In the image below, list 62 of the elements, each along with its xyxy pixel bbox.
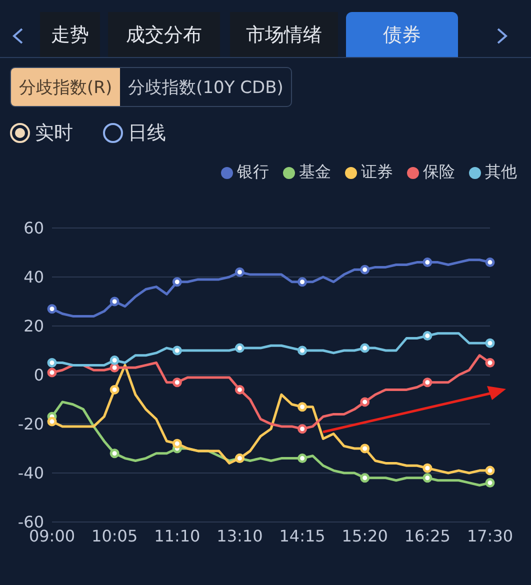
point bbox=[110, 384, 120, 394]
point bbox=[234, 384, 244, 394]
y-tick-label: -20 bbox=[18, 414, 44, 434]
point bbox=[234, 267, 244, 277]
y-tick-label: 0 bbox=[34, 366, 44, 385]
x-tick-label: 17:30 bbox=[466, 526, 514, 546]
point bbox=[360, 473, 370, 483]
point bbox=[360, 444, 370, 454]
text: 分歧指数(R) bbox=[11, 68, 120, 106]
point bbox=[485, 358, 495, 368]
point bbox=[172, 346, 182, 356]
point bbox=[485, 258, 495, 268]
point bbox=[485, 478, 495, 488]
x-tick-label: 13:10 bbox=[216, 526, 263, 546]
legend-label: 保险 bbox=[423, 162, 455, 181]
x-tick-label: 10:05 bbox=[92, 526, 138, 546]
point bbox=[298, 277, 308, 287]
point bbox=[298, 454, 308, 464]
text: 债券 bbox=[346, 12, 458, 57]
legend-label: 银行 bbox=[237, 162, 269, 181]
text: 走势 bbox=[40, 12, 100, 57]
point bbox=[298, 402, 308, 412]
x-tick-label: 14:15 bbox=[279, 526, 326, 546]
point bbox=[172, 438, 182, 448]
legend-label: 其他 bbox=[485, 162, 517, 181]
point bbox=[360, 397, 370, 407]
legend-label: 基金 bbox=[299, 162, 331, 181]
point bbox=[110, 296, 120, 306]
y-tick-label: 40 bbox=[24, 268, 44, 287]
point bbox=[360, 343, 370, 353]
point bbox=[422, 258, 432, 268]
x-tick-label: 16:25 bbox=[404, 526, 450, 546]
point bbox=[47, 304, 57, 314]
point bbox=[422, 331, 432, 341]
point bbox=[172, 277, 182, 287]
x-tick-label: 11:10 bbox=[154, 526, 200, 546]
point bbox=[422, 473, 432, 483]
point bbox=[110, 448, 120, 458]
point bbox=[485, 466, 495, 476]
point bbox=[47, 416, 57, 426]
point bbox=[234, 343, 244, 353]
point bbox=[360, 264, 370, 274]
point bbox=[422, 378, 432, 388]
legend-label: 证券 bbox=[361, 162, 393, 181]
y-tick-label: -40 bbox=[18, 464, 44, 483]
point bbox=[110, 356, 120, 366]
text: 实时 bbox=[35, 121, 73, 146]
text: 日线 bbox=[128, 121, 166, 146]
y-tick-label: 20 bbox=[24, 316, 44, 336]
x-tick-label: 15:20 bbox=[342, 526, 388, 546]
point bbox=[298, 346, 308, 356]
text: 市场情绪 bbox=[230, 12, 338, 57]
point bbox=[110, 362, 120, 372]
text: 成交分布 bbox=[108, 12, 220, 57]
point bbox=[298, 424, 308, 434]
y-tick-label: 60 bbox=[24, 218, 44, 238]
point bbox=[485, 338, 495, 348]
point bbox=[172, 378, 182, 388]
point bbox=[47, 358, 57, 368]
point bbox=[47, 368, 57, 378]
text: 分歧指数(10Y CDB) bbox=[127, 76, 284, 100]
point bbox=[422, 463, 432, 473]
